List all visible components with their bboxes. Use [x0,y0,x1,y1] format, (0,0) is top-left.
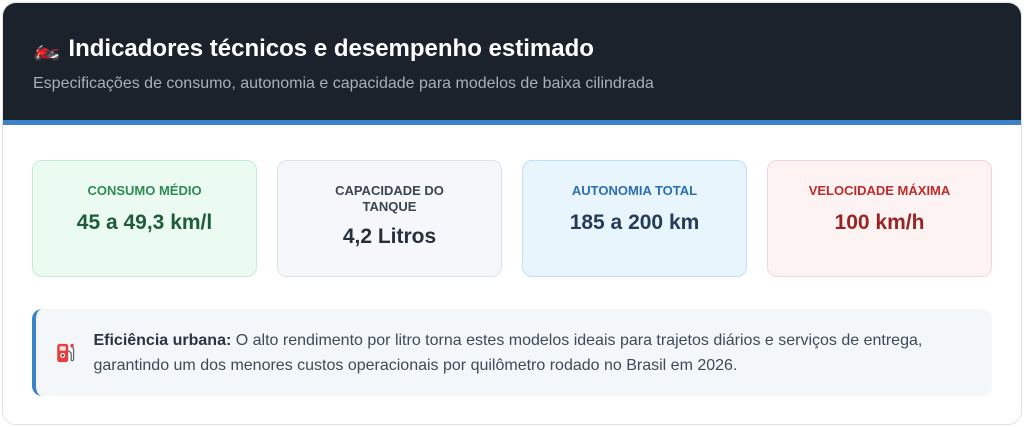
subtitle: Especificações de consumo, autonomia e c… [33,75,654,92]
metric-value: 185 a 200 km [569,211,700,234]
fuel-pump-icon [57,343,75,362]
metric-value: 45 a 49,3 km/l [76,211,213,234]
info-title: Eficiência urbana: [93,331,232,349]
metric-label: CONSUMO MÉDIO [87,183,202,198]
metric-value: 100 km/h [834,211,925,234]
metric-card-speed: VELOCIDADE MÁXIMA 100 km/h [767,160,992,277]
page-title: 🏍️ Indicadores técnicos e desempenho est… [33,35,1021,63]
header: 🏍️ Indicadores técnicos e desempenho est… [3,3,1021,125]
metric-card-range: AUTONOMIA TOTAL 185 a 200 km [522,160,747,277]
motorcycle-icon: 🏍️ [33,36,61,61]
metric-card-consumption: CONSUMO MÉDIO 45 a 49,3 km/l [32,160,257,277]
metric-label: AUTONOMIA TOTAL [571,183,698,198]
info-callout: Eficiência urbana: O alto rendimento por… [32,309,992,396]
info-body: O alto rendimento por litro torna estes … [93,331,923,374]
metric-label: VELOCIDADE MÁXIMA [808,183,951,198]
info-text: Eficiência urbana: O alto rendimento por… [93,328,992,378]
metric-cards: CONSUMO MÉDIO 45 a 49,3 km/l CAPACIDADE D… [32,160,992,277]
metric-card-tank: CAPACIDADE DO TANQUE 4,2 Litros [277,160,502,277]
metric-value: 4,2 Litros [342,225,437,248]
metric-label: CAPACIDADE DO TANQUE [335,183,444,214]
title-text: Indicadores técnicos e desempenho estima… [68,35,594,62]
